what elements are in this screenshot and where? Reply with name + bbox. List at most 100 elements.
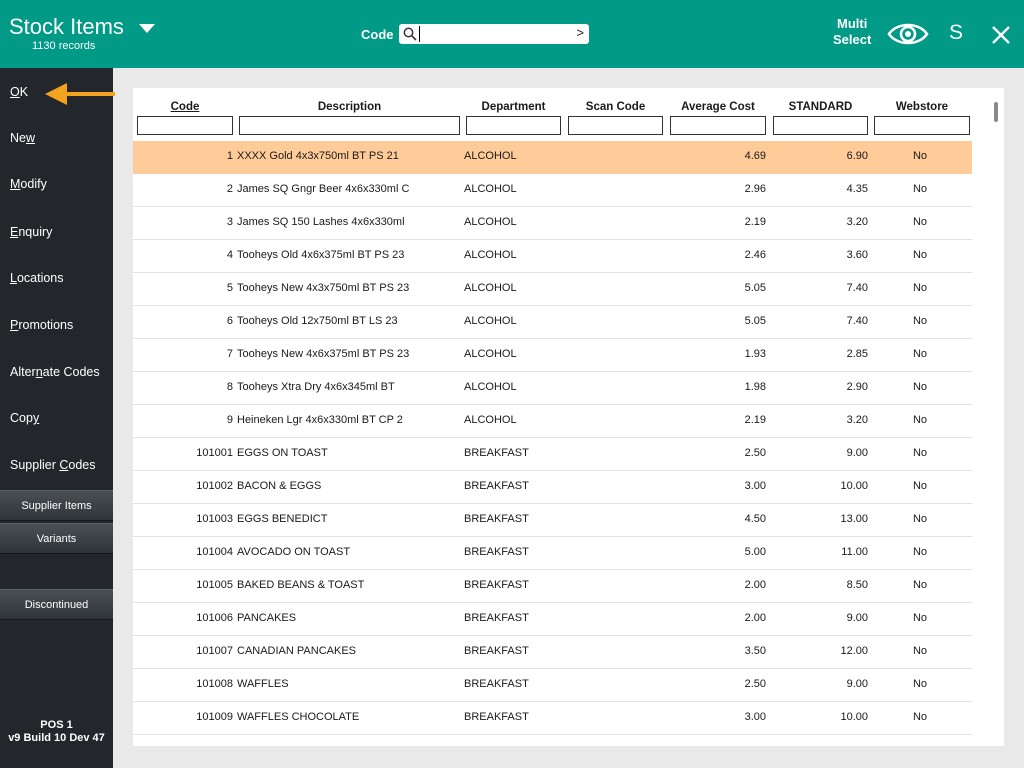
title-dropdown-arrow-icon[interactable] [139, 24, 155, 33]
cell-department: ALCOHOL [464, 282, 517, 294]
table-row[interactable]: 101001 EGGS ON TOAST BREAKFAST 2.50 9.00 No [133, 438, 972, 471]
cell-department: ALCOHOL [464, 315, 517, 327]
sidebar-item-modify[interactable]: Modify [10, 177, 47, 191]
table-row[interactable]: 9 Heineken Lgr 4x6x330ml BT CP 2 ALCOHOL 2.… [133, 405, 972, 438]
cell-standard: 2.85 [846, 348, 868, 360]
vertical-scrollbar[interactable] [994, 102, 998, 122]
filter-input-average-cost[interactable] [670, 116, 766, 135]
cell-code: 101003 [196, 513, 233, 525]
multi-select-button[interactable]: Multi Select [833, 16, 871, 48]
multi-select-label-line2: Select [833, 32, 872, 47]
table-row[interactable]: 3 James SQ 150 Lashes 4x6x330ml ALCOHOL 2.1… [133, 207, 972, 240]
cell-description: Tooheys New 4x3x750ml BT PS 23 [237, 282, 410, 294]
table-row[interactable]: 101004 AVOCADO ON TOAST BREAKFAST 5.00 11.00… [133, 537, 972, 570]
cell-code: 3 [226, 216, 233, 228]
column-header-webstore[interactable]: Webstore [895, 101, 949, 113]
cell-average-cost: 5.05 [744, 315, 766, 327]
table-row[interactable]: 101008 WAFFLES BREAKFAST 2.50 9.00 No [133, 669, 972, 702]
cell-webstore: No [912, 546, 928, 558]
table-row[interactable]: 7 Tooheys New 4x6x375ml BT PS 23 ALCOHOL 1.… [133, 339, 972, 372]
column-header-code[interactable]: Code [170, 101, 200, 113]
sidebar-item-alternate-codes[interactable]: Alternate Codes [10, 365, 100, 379]
cell-description: BACON & EGGS [237, 480, 322, 492]
build-version: v9 Build 10 Dev 47 [8, 732, 105, 744]
cell-department: BREAKFAST [464, 678, 529, 690]
column-header-description[interactable]: Description [317, 101, 382, 113]
cell-average-cost: 1.98 [744, 381, 766, 393]
cell-description: James SQ 150 Lashes 4x6x330ml [237, 216, 405, 228]
table-row[interactable]: 4 Tooheys Old 4x6x375ml BT PS 23 ALCOHOL 2.… [133, 240, 972, 273]
cell-average-cost: 2.19 [744, 216, 766, 228]
sidebar-item-ok[interactable]: OK [10, 85, 29, 99]
sidebar-item-supplier-codes[interactable]: Supplier Codes [10, 458, 96, 472]
sidebar-item-enquiry[interactable]: Enquiry [10, 225, 53, 239]
table-row[interactable]: 2 James SQ Gngr Beer 4x6x330ml C ALCOHOL 2.… [133, 174, 972, 207]
column-header-standard[interactable]: STANDARD [788, 101, 853, 113]
cell-department: BREAKFAST [464, 579, 529, 591]
multi-select-label-line1: Multi [836, 16, 868, 31]
filter-input-webstore[interactable] [874, 116, 970, 135]
cell-code: 8 [226, 381, 233, 393]
filter-input-department[interactable] [466, 116, 561, 135]
cell-department: BREAKFAST [464, 711, 529, 723]
filter-input-standard[interactable] [773, 116, 868, 135]
table-row[interactable]: 101003 EGGS BENEDICT BREAKFAST 4.50 13.00 No [133, 504, 972, 537]
supplier-items-button[interactable]: Supplier Items [0, 490, 113, 521]
cell-description: EGGS BENEDICT [237, 513, 328, 525]
sidebar-item-new[interactable]: New [10, 131, 36, 145]
cell-description: James SQ Gngr Beer 4x6x330ml C [237, 183, 410, 195]
cell-department: ALCOHOL [464, 150, 517, 162]
cell-code: 6 [226, 315, 233, 327]
discontinued-button[interactable]: Discontinued [0, 589, 113, 620]
cell-average-cost: 2.00 [744, 612, 766, 624]
cell-average-cost: 3.50 [744, 645, 766, 657]
table-row[interactable]: 101005 BAKED BEANS & TOAST BREAKFAST 2.00 8.… [133, 570, 972, 603]
page-title[interactable]: Stock Items [9, 14, 124, 39]
cell-webstore: No [912, 216, 928, 228]
close-icon[interactable] [991, 25, 1011, 45]
column-header-average-cost[interactable]: Average Cost [681, 101, 755, 113]
table-row[interactable]: 101002 BACON & EGGS BREAKFAST 3.00 10.00 No [133, 471, 972, 504]
left-arrow-icon [45, 83, 115, 105]
filter-input-scan-code[interactable] [568, 116, 663, 135]
cell-department: BREAKFAST [464, 612, 529, 624]
cell-webstore: No [912, 612, 928, 624]
table-row[interactable]: 101007 CANADIAN PANCAKES BREAKFAST 3.50 12.0… [133, 636, 972, 669]
s-button[interactable]: S [949, 21, 964, 44]
sidebar-item-locations[interactable]: Locations [10, 271, 64, 285]
eye-icon[interactable] [887, 20, 929, 48]
stock-items-grid: Code Description Department Scan Code Av… [133, 88, 1004, 746]
cell-webstore: No [912, 447, 928, 459]
filter-input-description[interactable] [239, 116, 460, 135]
cell-standard: 10.00 [840, 711, 868, 723]
cell-description: BAKED BEANS & TOAST [237, 579, 365, 591]
table-row[interactable]: 5 Tooheys New 4x3x750ml BT PS 23 ALCOHOL 5.… [133, 273, 972, 306]
cell-standard: 9.00 [846, 447, 868, 459]
column-header-scan-code[interactable]: Scan Code [585, 101, 646, 113]
column-header-department[interactable]: Department [481, 101, 546, 113]
search-box[interactable]: > [399, 24, 589, 44]
search-input[interactable] [419, 26, 567, 42]
cell-department: BREAKFAST [464, 447, 529, 459]
search-field-label[interactable]: Code [361, 27, 394, 42]
cell-standard: 7.40 [846, 282, 868, 294]
cell-webstore: No [912, 348, 928, 360]
record-count: 1130 records [32, 40, 96, 52]
filter-input-code[interactable] [137, 116, 233, 135]
cell-description: Tooheys Old 4x6x375ml BT PS 23 [237, 249, 405, 261]
table-row[interactable]: 6 Tooheys Old 12x750ml BT LS 23 ALCOHOL 5.0… [133, 306, 972, 339]
table-row[interactable]: 101006 PANCAKES BREAKFAST 2.00 9.00 No [133, 603, 972, 636]
table-row[interactable]: 8 Tooheys Xtra Dry 4x6x345ml BT ALCOHOL 1.9… [133, 372, 972, 405]
cell-average-cost: 2.50 [744, 447, 766, 459]
table-row[interactable]: 1 XXXX Gold 4x3x750ml BT PS 21 ALCOHOL 4.69… [133, 141, 972, 174]
cell-department: ALCOHOL [464, 249, 517, 261]
cell-description: WAFFLES [237, 678, 289, 690]
sidebar-item-promotions[interactable]: Promotions [10, 318, 74, 332]
cell-description: PANCAKES [237, 612, 297, 624]
search-go-button[interactable]: > [576, 25, 584, 40]
cell-code: 9 [226, 414, 233, 426]
variants-button[interactable]: Variants [0, 523, 113, 554]
sidebar-item-copy[interactable]: Copy [10, 411, 40, 425]
table-row[interactable]: 101009 WAFFLES CHOCOLATE BREAKFAST 3.00 10.0… [133, 702, 972, 735]
cell-webstore: No [912, 381, 928, 393]
